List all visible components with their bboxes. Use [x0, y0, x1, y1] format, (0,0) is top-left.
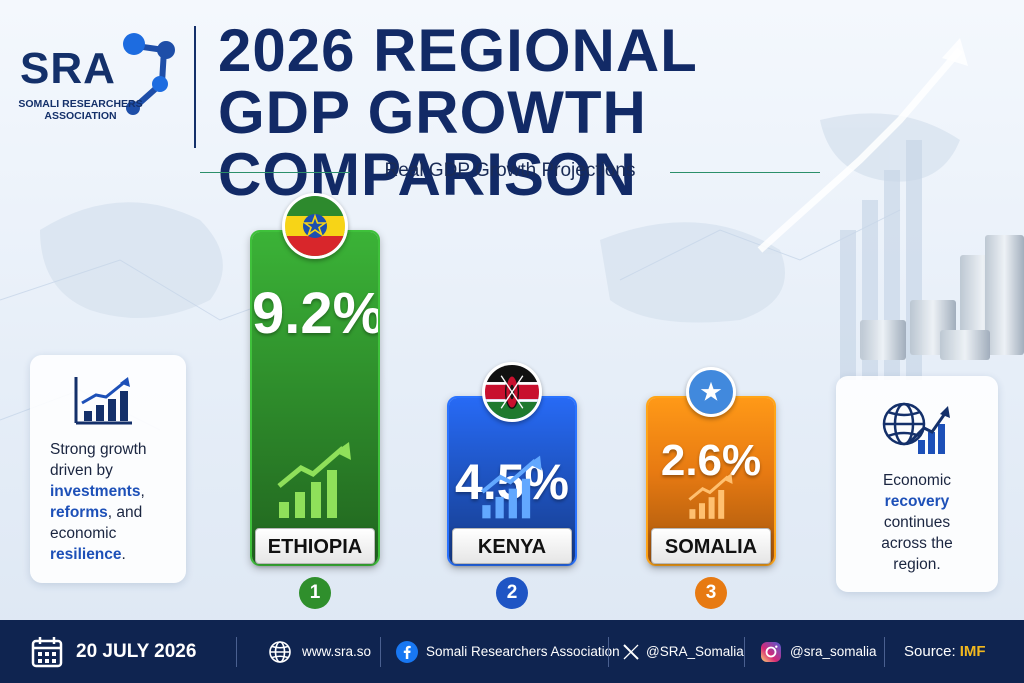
footer-date-item: 20 JULY 2026	[30, 620, 196, 683]
footer-website: www.sra.so	[302, 644, 372, 659]
footer-separator	[236, 637, 237, 667]
bar-ethiopia: 9.2%	[250, 230, 380, 566]
kenya-flag-icon	[482, 362, 542, 422]
source-value: IMF	[959, 643, 986, 660]
growth-trend-icon	[277, 441, 351, 518]
growth-trend-icon	[688, 473, 733, 519]
somalia-flag-icon	[686, 367, 736, 417]
footer-bar: 20 JULY 2026 www.sra.so Somali Researche…	[0, 620, 1024, 683]
chart-subtitle: Real GDP Growth Projections	[384, 160, 636, 181]
x-logo-icon	[623, 643, 639, 660]
facebook-icon	[396, 640, 418, 663]
subtitle-block: Real GDP Growth Projections	[200, 158, 820, 188]
calendar-icon	[31, 636, 63, 667]
footer-instagram-link[interactable]: @sra_somalia	[760, 620, 876, 683]
rank-badge-kenya: 2	[496, 577, 528, 609]
footer-x-link[interactable]: @SRA_Somalia	[622, 620, 744, 683]
header-divider	[194, 26, 196, 148]
rank-badge-somalia: 3	[695, 577, 727, 609]
globe-icon	[269, 640, 291, 663]
logo-name: SRA	[20, 44, 116, 93]
insight-card-left: Strong growth driven by investments, ref…	[30, 355, 186, 583]
category-label-ethiopia: ETHIOPIA	[255, 528, 375, 564]
footer-separator	[744, 637, 745, 667]
subtitle-rule-right	[670, 172, 820, 173]
ethiopia-flag-icon	[282, 193, 348, 260]
category-label-kenya: KENYA	[452, 528, 572, 564]
globe-growth-icon	[882, 402, 950, 454]
footer-separator	[884, 637, 885, 667]
footer-facebook-link[interactable]: Somali Researchers Association	[396, 620, 620, 683]
instagram-icon	[761, 641, 781, 662]
page-title: 2026 REGIONAL GDP GROWTH COMPARISON	[218, 17, 698, 208]
footer-x-handle: @SRA_Somalia	[646, 644, 744, 659]
sra-logo: SRA SOMALI RESEARCHERS ASSOCIATION	[16, 28, 186, 128]
footer-website-link[interactable]: www.sra.so	[268, 620, 371, 683]
background-art	[0, 113, 1024, 431]
footer-separator	[608, 637, 609, 667]
subtitle-rule-left	[200, 172, 350, 173]
source-label: Source:	[904, 643, 956, 660]
logo-subtitle: SOMALI RESEARCHERS ASSOCIATION	[18, 98, 143, 122]
bar-growth-icon	[74, 377, 132, 425]
footer-date: 20 JULY 2026	[76, 640, 197, 662]
footer-separator	[380, 637, 381, 667]
footer-instagram: @sra_somalia	[790, 644, 877, 659]
network-icon	[123, 33, 175, 115]
category-label-somalia: SOMALIA	[651, 528, 771, 564]
rank-badge-ethiopia: 1	[299, 577, 331, 609]
insight-text-left: Strong growth driven by investments, ref…	[50, 441, 147, 563]
bar-value-somalia: 2.6%	[660, 436, 762, 485]
insight-text-right: Economic recovery continues across the r…	[881, 472, 953, 573]
bar-value-ethiopia: 9.2%	[252, 281, 380, 347]
insight-card-right: Economic recovery continues across the r…	[836, 376, 998, 592]
footer-source: Source: IMF	[904, 620, 986, 683]
growth-trend-icon	[480, 455, 542, 519]
footer-facebook: Somali Researchers Association	[426, 644, 620, 659]
